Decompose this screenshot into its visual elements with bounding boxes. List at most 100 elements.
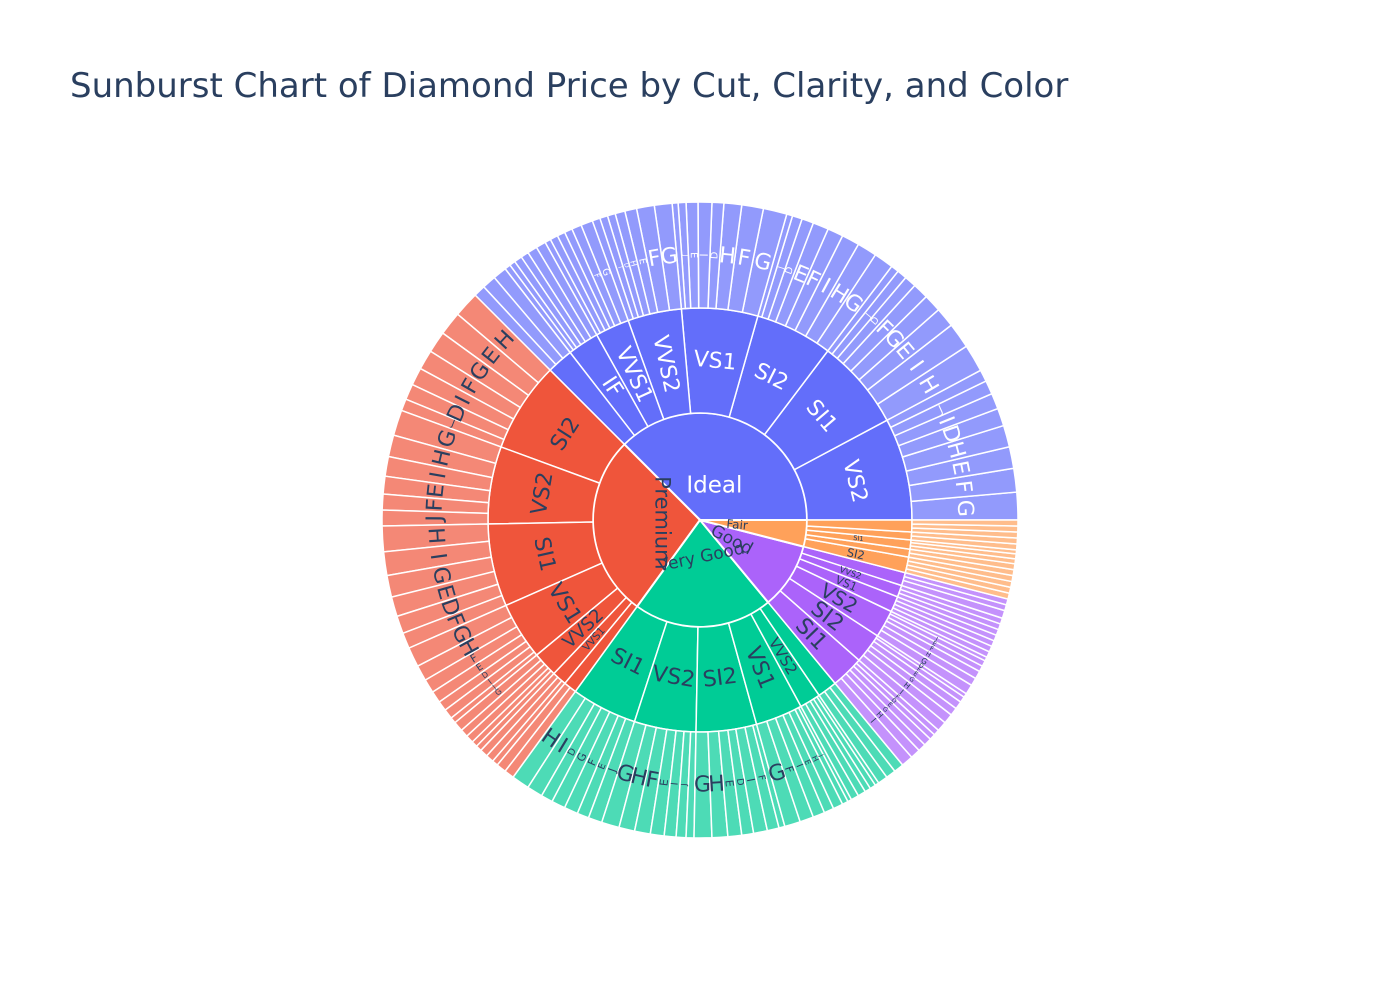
sector-premium-vs1-h[interactable] — [416, 616, 518, 682]
label-premium-si2-j: J — [449, 418, 457, 430]
sector-premium-vs2-f[interactable] — [381, 493, 490, 515]
sector-premium-si2-i[interactable] — [411, 367, 515, 431]
sector-ideal-si1-h[interactable] — [876, 345, 982, 422]
sector-ideal-si1-g[interactable] — [849, 295, 940, 381]
sector-ideal-vs2-e[interactable] — [905, 445, 1015, 487]
sector-very-good-si2-h[interactable] — [707, 730, 729, 839]
sector-very-good-vs1-f[interactable] — [765, 717, 815, 823]
sector-fair-segment-4-segment-2[interactable] — [911, 519, 1019, 527]
sector-ideal-vs1-f[interactable] — [727, 203, 765, 314]
sector-ideal-vs2-d[interactable] — [897, 407, 1005, 458]
sector-premium-si1-d[interactable] — [396, 583, 503, 635]
sector-very-good-si2-e[interactable] — [717, 729, 743, 838]
sector-very-good-vs2-f[interactable] — [633, 726, 668, 835]
label-very-good-si2: SI2 — [701, 664, 738, 693]
label-very-good-vs2-f: F — [643, 767, 660, 794]
label-ideal-vs1-d: D — [709, 251, 720, 259]
sector-premium-vs2-g[interactable] — [392, 409, 502, 465]
sector-ideal-segment-7-segment-0[interactable] — [493, 267, 572, 360]
sector-premium-vs1-g[interactable] — [407, 604, 513, 668]
label-ideal-si2-j: J — [776, 265, 786, 271]
label-very-good-si2-d: D — [734, 778, 746, 787]
label-premium: Premium — [651, 476, 675, 569]
sector-very-good-vs2-e[interactable] — [649, 728, 677, 837]
sector-very-good-si2-i[interactable] — [734, 726, 769, 835]
label-premium-si1-e: E — [431, 582, 459, 602]
sector-ideal-si2-g[interactable] — [815, 253, 893, 352]
sector-very-good-vs1-g[interactable] — [755, 720, 802, 828]
sector-premium-si1-e[interactable] — [390, 570, 499, 618]
sector-very-good-si1-g[interactable] — [551, 706, 611, 809]
label-ideal-vs1-i: I — [698, 253, 711, 256]
sector-very-good-si2-g[interactable] — [693, 731, 713, 839]
sector-ideal-si2-i[interactable] — [794, 234, 860, 338]
sector-premium-si2-f[interactable] — [419, 350, 522, 421]
ring-2 — [487, 307, 913, 733]
label-good-si1-f: F — [893, 693, 901, 701]
sector-premium-vs2-i[interactable] — [384, 455, 494, 492]
label-very-good-vs2-j: J — [680, 783, 689, 787]
label-good-vs2-i: I — [934, 636, 939, 643]
sector-ideal-si2-e[interactable] — [774, 221, 830, 327]
sector-very-good-si1-h[interactable] — [512, 690, 587, 789]
label-very-good-si1-e: E — [596, 762, 608, 772]
sector-premium-vs2-h[interactable] — [387, 434, 497, 479]
sector-premium-si2-e[interactable] — [441, 313, 540, 397]
label-ideal-vvs2-h: H — [628, 259, 638, 267]
sector-ideal-vs2-f[interactable] — [908, 467, 1018, 503]
label-ideal-vvs2-f: F — [646, 246, 663, 273]
chart-title: Sunburst Chart of Diamond Price by Cut, … — [70, 66, 1069, 106]
label-very-good-vs1-f: F — [782, 764, 796, 774]
label-ideal-vs2-j: J — [936, 403, 945, 417]
ring-labels: Ideal VS2GFEHDIJSI1HIEGFDJSI2GHIFEDJVS1GF… — [422, 243, 977, 797]
sector-very-good-si1-i[interactable] — [526, 697, 596, 797]
label-ideal-vvs1-g: G — [599, 267, 612, 278]
sector-ideal-vvs2-f[interactable] — [635, 204, 671, 314]
sector-ideal-vs2-i[interactable] — [893, 392, 999, 447]
sector-very-good-si1-f[interactable] — [563, 710, 620, 815]
ring-1 — [592, 412, 809, 628]
sector-ideal-si2-h[interactable] — [804, 243, 877, 345]
sector-premium-si1-f[interactable] — [401, 594, 507, 650]
label-good-si1-h: H — [874, 710, 885, 721]
label-good-vs2-h: H — [924, 651, 932, 660]
sector-very-good-vs2-g[interactable] — [600, 720, 647, 829]
sector-ideal-vs2-h[interactable] — [901, 424, 1011, 473]
label-good-si2-e: E — [912, 670, 919, 678]
sector-ideal-segment-7-segment-1[interactable] — [482, 276, 564, 366]
label-ideal-si2-d: D — [783, 265, 796, 276]
label-ideal-vs1-e: E — [688, 252, 699, 258]
sector-ideal-si1-i[interactable] — [866, 324, 968, 406]
sector-ideal-vs2-j[interactable] — [889, 379, 993, 437]
label-premium-si1-i: I — [425, 552, 451, 562]
label-ideal-si1-j: J — [863, 312, 872, 320]
sector-ideal-si1-f[interactable] — [842, 284, 928, 373]
sector-very-good-si1-j[interactable] — [587, 717, 636, 824]
label-ideal-vvs1-f: F — [592, 272, 602, 280]
sector-premium-si1-h[interactable] — [381, 523, 490, 553]
label-ideal-vvs2-g: G — [659, 243, 679, 270]
sector-premium-si1-g[interactable] — [386, 556, 496, 599]
sector-very-good-vs2-h[interactable] — [618, 724, 658, 833]
label-good-si1-g: G — [881, 706, 890, 714]
sector-ideal-vs1-g[interactable] — [741, 207, 788, 317]
sector-premium-si2-h[interactable] — [456, 294, 552, 384]
sector-ideal-si1-e[interactable] — [857, 308, 953, 392]
sector-ideal-vs1-i[interactable] — [697, 201, 713, 309]
sector-ideal-si2-f[interactable] — [784, 227, 844, 332]
label-very-good-vs1-j: J — [817, 752, 825, 758]
sector-premium-si1-i[interactable] — [382, 540, 493, 577]
label-very-good-vs2-g: G — [614, 760, 637, 789]
label-good-vs2-g: G — [919, 656, 929, 667]
label-very-good-si2-f: F — [755, 774, 767, 782]
label-very-good-vs1-i: I — [793, 762, 804, 769]
sector-premium-vs1-f[interactable] — [424, 625, 523, 694]
sector-premium-si2-d[interactable] — [404, 383, 510, 441]
label-good-si2-h: H — [902, 680, 912, 691]
sector-ideal-vvs2-g[interactable] — [653, 202, 683, 312]
label-good-si1-e: E — [886, 701, 894, 709]
sector-premium-si2-g[interactable] — [429, 332, 530, 409]
sector-premium-vs2-j[interactable] — [381, 509, 489, 527]
label-premium-vs1-j: J — [491, 684, 498, 691]
